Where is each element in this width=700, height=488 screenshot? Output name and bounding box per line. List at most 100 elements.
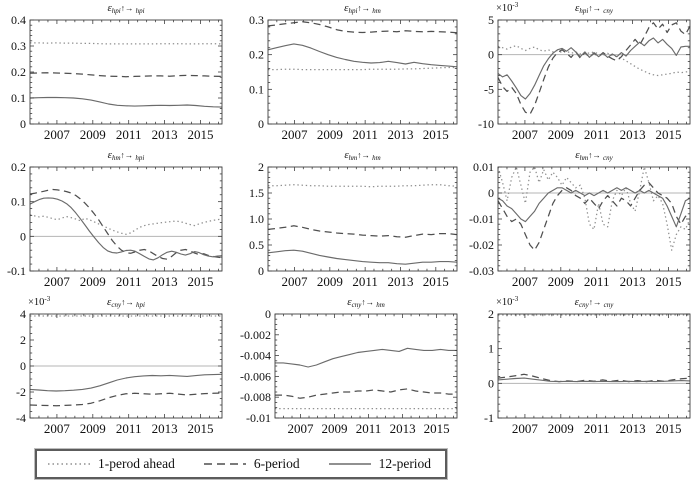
svg-text:2013: 2013	[387, 127, 413, 142]
svg-text:2015: 2015	[423, 274, 449, 289]
svg-text:2015: 2015	[187, 127, 213, 142]
dotted-line-swatch	[48, 463, 90, 465]
svg-text:-0.002: -0.002	[240, 328, 271, 342]
svg-text:2007: 2007	[281, 274, 308, 289]
svg-text:0: 0	[258, 264, 264, 278]
svg-text:2009: 2009	[548, 274, 574, 289]
svg-text:0.2: 0.2	[11, 160, 26, 174]
svg-text:2013: 2013	[620, 274, 646, 289]
svg-text:-0.01: -0.01	[469, 212, 494, 226]
svg-text:2011: 2011	[584, 127, 610, 142]
subplot-eps-hpi-to-hpi: 2007 2009 2011 2013 2015 0 0.1 0.2 0.3 0.4 εhpi↑→ …	[0, 0, 233, 147]
svg-text:2007: 2007	[44, 274, 71, 289]
subplot-grid: 2007 2009 2011 2013 2015 0 0.1 0.2 0.3 0.4 εhpi↑→ …	[0, 0, 700, 441]
svg-text:2: 2	[20, 333, 26, 347]
svg-text:×10-3: ×10-3	[28, 295, 51, 308]
svg-text:0.1: 0.1	[11, 91, 26, 105]
subplot-eps-cny-to-cny: 2007 2009 2011 2013 2015 -1 0 1 2 εcny↑→ cny ×10-3	[466, 294, 700, 441]
svg-text:-10: -10	[478, 117, 494, 131]
svg-text:2015: 2015	[655, 127, 681, 142]
svg-text:2009: 2009	[322, 421, 348, 436]
svg-text:-2: -2	[16, 385, 26, 399]
legend-item-12-period: 12-period	[328, 456, 431, 472]
svg-text:1: 1	[488, 342, 494, 356]
svg-text:2009: 2009	[317, 127, 343, 142]
svg-text:-0.03: -0.03	[469, 264, 494, 278]
svg-text:0: 0	[488, 48, 494, 62]
svg-text:0.3: 0.3	[11, 39, 26, 53]
svg-text:0.1: 0.1	[249, 82, 264, 96]
svg-text:2015: 2015	[187, 274, 213, 289]
svg-text:2007: 2007	[44, 127, 71, 142]
svg-text:2007: 2007	[281, 127, 308, 142]
svg-text:-1: -1	[484, 411, 494, 425]
svg-text:0.4: 0.4	[11, 13, 26, 27]
svg-text:εhm↑→ cny: εhm↑→ cny	[575, 149, 613, 162]
svg-text:εhm↑→ hpi: εhm↑→ hpi	[108, 149, 145, 162]
subplot-eps-hpi-to-cny: 2007 2009 2011 2013 2015 -10 -5 0 5 εhpi↑→ cny ×10…	[466, 0, 700, 147]
svg-text:2015: 2015	[655, 421, 681, 436]
svg-text:2009: 2009	[80, 127, 106, 142]
legend-label: 6-period	[253, 456, 300, 471]
svg-text:×10-3: ×10-3	[496, 1, 519, 14]
subplot-eps-cny-to-hm: 2007 2009 2011 2013 2015 -0.01 -0.008 -0.006 -0.…	[233, 294, 466, 441]
svg-text:-0.1: -0.1	[7, 264, 26, 278]
svg-text:2009: 2009	[80, 421, 106, 436]
svg-text:0.1: 0.1	[11, 195, 26, 209]
legend-label: 12-period	[378, 456, 432, 471]
subplot-eps-cny-to-hpi: 2007 2009 2011 2013 2015 -4 -2 0 2 4 εcny↑→ hpi ×10…	[0, 294, 233, 441]
svg-text:2011: 2011	[584, 421, 610, 436]
svg-text:-4: -4	[16, 411, 26, 425]
svg-text:0: 0	[488, 186, 494, 200]
svg-text:1.0: 1.0	[249, 212, 264, 226]
svg-text:2013: 2013	[620, 421, 646, 436]
svg-text:εcny↑→ hpi: εcny↑→ hpi	[107, 296, 145, 309]
svg-text:1.5: 1.5	[249, 186, 264, 200]
svg-text:εhpi↑→ hm: εhpi↑→ hm	[344, 2, 381, 15]
svg-text:2011: 2011	[352, 274, 378, 289]
svg-text:2011: 2011	[352, 127, 378, 142]
subplot-eps-hm-to-hm: 2007 2009 2011 2013 2015 0 0.5 1.0 1.5 2 εhm↑→ hm	[233, 147, 466, 294]
svg-text:0: 0	[20, 359, 26, 373]
svg-text:εhm↑→ hm: εhm↑→ hm	[344, 149, 380, 162]
svg-text:-0.006: -0.006	[240, 369, 271, 383]
svg-text:2007: 2007	[512, 421, 539, 436]
svg-text:0.2: 0.2	[249, 48, 264, 62]
svg-text:0: 0	[20, 229, 26, 243]
svg-text:εcny↑→ cny: εcny↑→ cny	[575, 296, 615, 309]
legend-item-1-period: 1-perod ahead	[47, 456, 175, 472]
svg-text:2007: 2007	[512, 274, 539, 289]
svg-text:-0.02: -0.02	[469, 238, 494, 252]
svg-text:2011: 2011	[116, 274, 142, 289]
svg-text:5: 5	[488, 13, 494, 27]
dashed-line-swatch	[203, 463, 246, 465]
svg-text:2007: 2007	[288, 421, 315, 436]
svg-text:2013: 2013	[152, 127, 178, 142]
svg-text:-0.008: -0.008	[240, 390, 271, 404]
svg-text:2011: 2011	[584, 274, 610, 289]
svg-text:0.01: 0.01	[473, 160, 494, 174]
svg-text:-0.01: -0.01	[246, 411, 271, 425]
svg-text:2009: 2009	[548, 127, 574, 142]
svg-text:εcny↑→ hm: εcny↑→ hm	[347, 296, 385, 309]
svg-text:2009: 2009	[80, 274, 106, 289]
svg-text:2013: 2013	[152, 421, 178, 436]
svg-text:0.5: 0.5	[249, 238, 264, 252]
svg-text:0: 0	[258, 117, 264, 131]
svg-text:-5: -5	[484, 82, 494, 96]
subplot-eps-hpi-to-hm: 2007 2009 2011 2013 2015 0 0.1 0.2 0.3 εhpi↑→ hm	[233, 0, 466, 147]
legend: 1-perod ahead 6-period 12-period	[35, 449, 448, 479]
svg-text:2015: 2015	[655, 274, 681, 289]
svg-text:εhpi↑→ cny: εhpi↑→ cny	[575, 2, 614, 15]
svg-text:2007: 2007	[512, 127, 539, 142]
svg-text:2: 2	[488, 307, 494, 321]
svg-text:2013: 2013	[152, 274, 178, 289]
svg-text:0.3: 0.3	[249, 13, 264, 27]
subplot-eps-hm-to-cny: 2007 2009 2011 2013 2015 -0.03 -0.02 -0.01 0 0.01…	[466, 147, 700, 294]
svg-text:2015: 2015	[423, 127, 449, 142]
svg-text:2013: 2013	[620, 127, 646, 142]
svg-text:×10-3: ×10-3	[496, 295, 519, 308]
svg-text:2013: 2013	[390, 421, 416, 436]
svg-text:2: 2	[258, 160, 264, 174]
